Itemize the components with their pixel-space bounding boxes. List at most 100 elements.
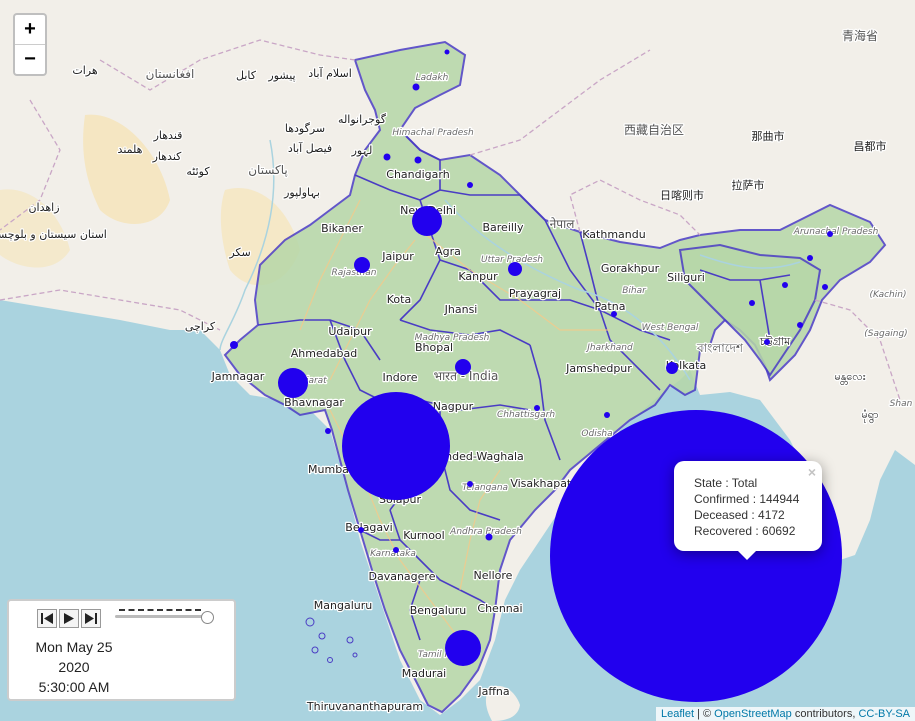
popup-tip <box>737 550 757 560</box>
state-label: Chhattisgarh <box>497 410 555 420</box>
state-cases-marker[interactable] <box>467 481 473 487</box>
state-label: Shan <box>890 399 913 409</box>
play-button[interactable] <box>59 609 79 628</box>
state-label: Ladakh <box>416 73 449 83</box>
osm-link[interactable]: OpenStreetMap <box>714 708 792 720</box>
state-cases-marker[interactable] <box>611 311 617 317</box>
state-cases-marker[interactable] <box>827 231 833 237</box>
city-label: Gorakhpur <box>601 262 660 275</box>
city-label: မုံရွာ <box>861 408 878 423</box>
city-label: 昌都市 <box>854 139 887 153</box>
popup-deceased: Deceased : 4172 <box>694 508 785 522</box>
leaflet-link[interactable]: Leaflet <box>660 708 694 720</box>
state-cases-marker[interactable] <box>412 83 420 91</box>
state-cases-marker[interactable] <box>508 262 522 276</box>
state-cases-marker[interactable] <box>444 49 450 55</box>
state-label: Uttar Pradesh <box>481 255 543 265</box>
state-cases-marker[interactable] <box>797 322 803 328</box>
state-label: Rajasthan <box>332 268 377 278</box>
state-cases-marker[interactable] <box>383 153 391 161</box>
city-label: Patna <box>595 300 626 313</box>
india-northeast <box>678 243 822 377</box>
state-cases-marker[interactable] <box>782 282 788 288</box>
state-cases-marker[interactable] <box>455 359 471 375</box>
license-link[interactable]: CC-BY-SA <box>858 708 910 720</box>
country-label: افغانستان <box>146 67 195 81</box>
zoom-out-button[interactable]: − <box>15 44 45 74</box>
popup-recovered: Recovered : 60692 <box>694 524 796 538</box>
lakshadweep-islands <box>305 617 358 663</box>
city-label: Mangaluru <box>314 599 372 612</box>
city-label: سرگودها <box>285 122 325 135</box>
state-cases-marker[interactable] <box>354 257 370 273</box>
state-cases-marker[interactable] <box>325 428 331 434</box>
city-label: Kota <box>387 293 411 306</box>
state-cases-marker[interactable] <box>534 405 540 411</box>
state-label: Bihar <box>622 286 647 296</box>
state-cases-marker[interactable] <box>445 630 481 666</box>
state-label: Arunachal Pradesh <box>793 227 879 237</box>
time-display: Mon May 25 2020 5:30:00 AM <box>19 637 129 697</box>
state-cases-marker[interactable] <box>666 362 678 374</box>
city-label: فيصل آباد <box>288 141 332 155</box>
attribution-contributors: contributors, <box>791 708 859 720</box>
state-cases-marker[interactable] <box>278 368 308 398</box>
country-label: भारत - India <box>434 369 499 383</box>
state-cases-marker[interactable] <box>342 392 450 500</box>
zoom-control: + − <box>13 13 47 76</box>
time-slider[interactable] <box>115 608 214 624</box>
city-label: کراچی <box>185 320 216 333</box>
city-label: Nagpur <box>433 400 474 413</box>
time-date-line2: 2020 <box>58 659 90 675</box>
state-cases-marker[interactable] <box>230 341 238 349</box>
state-cases-marker[interactable] <box>467 182 473 188</box>
city-label: قندهار <box>153 129 183 142</box>
zoom-in-button[interactable]: + <box>24 18 36 40</box>
rivers <box>219 139 801 381</box>
city-label: Udaipur <box>328 325 372 338</box>
step-backward-button[interactable] <box>37 609 57 628</box>
state-cases-marker[interactable] <box>414 156 422 164</box>
state-cases-marker[interactable] <box>412 206 442 236</box>
state-cases-marker[interactable] <box>604 412 610 418</box>
state-label: (Sagaing) <box>864 329 907 339</box>
step-forward-button[interactable] <box>81 609 101 628</box>
total-cases-marker[interactable] <box>550 410 842 702</box>
city-label: سکر <box>228 246 250 259</box>
state-label: Himachal Pradesh <box>392 128 474 138</box>
country-label: 青海省 <box>842 28 878 43</box>
state-cases-marker[interactable] <box>807 255 813 261</box>
city-label: Nanded-Waghala <box>430 450 524 463</box>
state-cases-marker[interactable] <box>358 527 364 533</box>
time-slider-handle[interactable] <box>201 611 214 624</box>
state-cases-marker[interactable] <box>393 547 399 553</box>
city-label: Davanagere <box>369 570 436 583</box>
map-attribution: Leaflet | © OpenStreetMap contributors, … <box>655 707 915 721</box>
popup-close-button[interactable]: × <box>807 464 816 480</box>
city-label: Jamnagar <box>211 370 265 383</box>
playback-buttons <box>37 609 101 628</box>
city-label: کندهار <box>152 150 183 163</box>
state-cases-marker[interactable] <box>485 533 493 541</box>
time-clock: 5:30:00 AM <box>38 679 110 695</box>
state-popup: × State : Total Confirmed : 144944 Decea… <box>674 461 822 560</box>
state-cases-marker[interactable] <box>822 284 828 290</box>
city-label: Bhavnagar <box>284 396 344 409</box>
city-label: Kurnool <box>403 529 444 542</box>
city-label: هرات <box>72 64 97 77</box>
city-label: بہاولپور <box>283 186 320 199</box>
city-label: Mumbai <box>308 463 352 476</box>
city-label: Bengaluru <box>410 604 467 617</box>
city-label: Madurai <box>402 667 447 680</box>
state-cases-marker[interactable] <box>764 339 770 345</box>
city-label: Belagavi <box>345 521 392 534</box>
city-label: Kathmandu <box>582 228 645 241</box>
country-label: नेपाल <box>550 217 576 231</box>
state-cases-marker[interactable] <box>378 419 384 425</box>
desert-area <box>0 189 70 268</box>
state-cases-marker[interactable] <box>749 300 755 306</box>
city-label: Indore <box>383 371 418 384</box>
state-label: Karnataka <box>370 549 416 559</box>
city-label: Agra <box>435 245 461 258</box>
